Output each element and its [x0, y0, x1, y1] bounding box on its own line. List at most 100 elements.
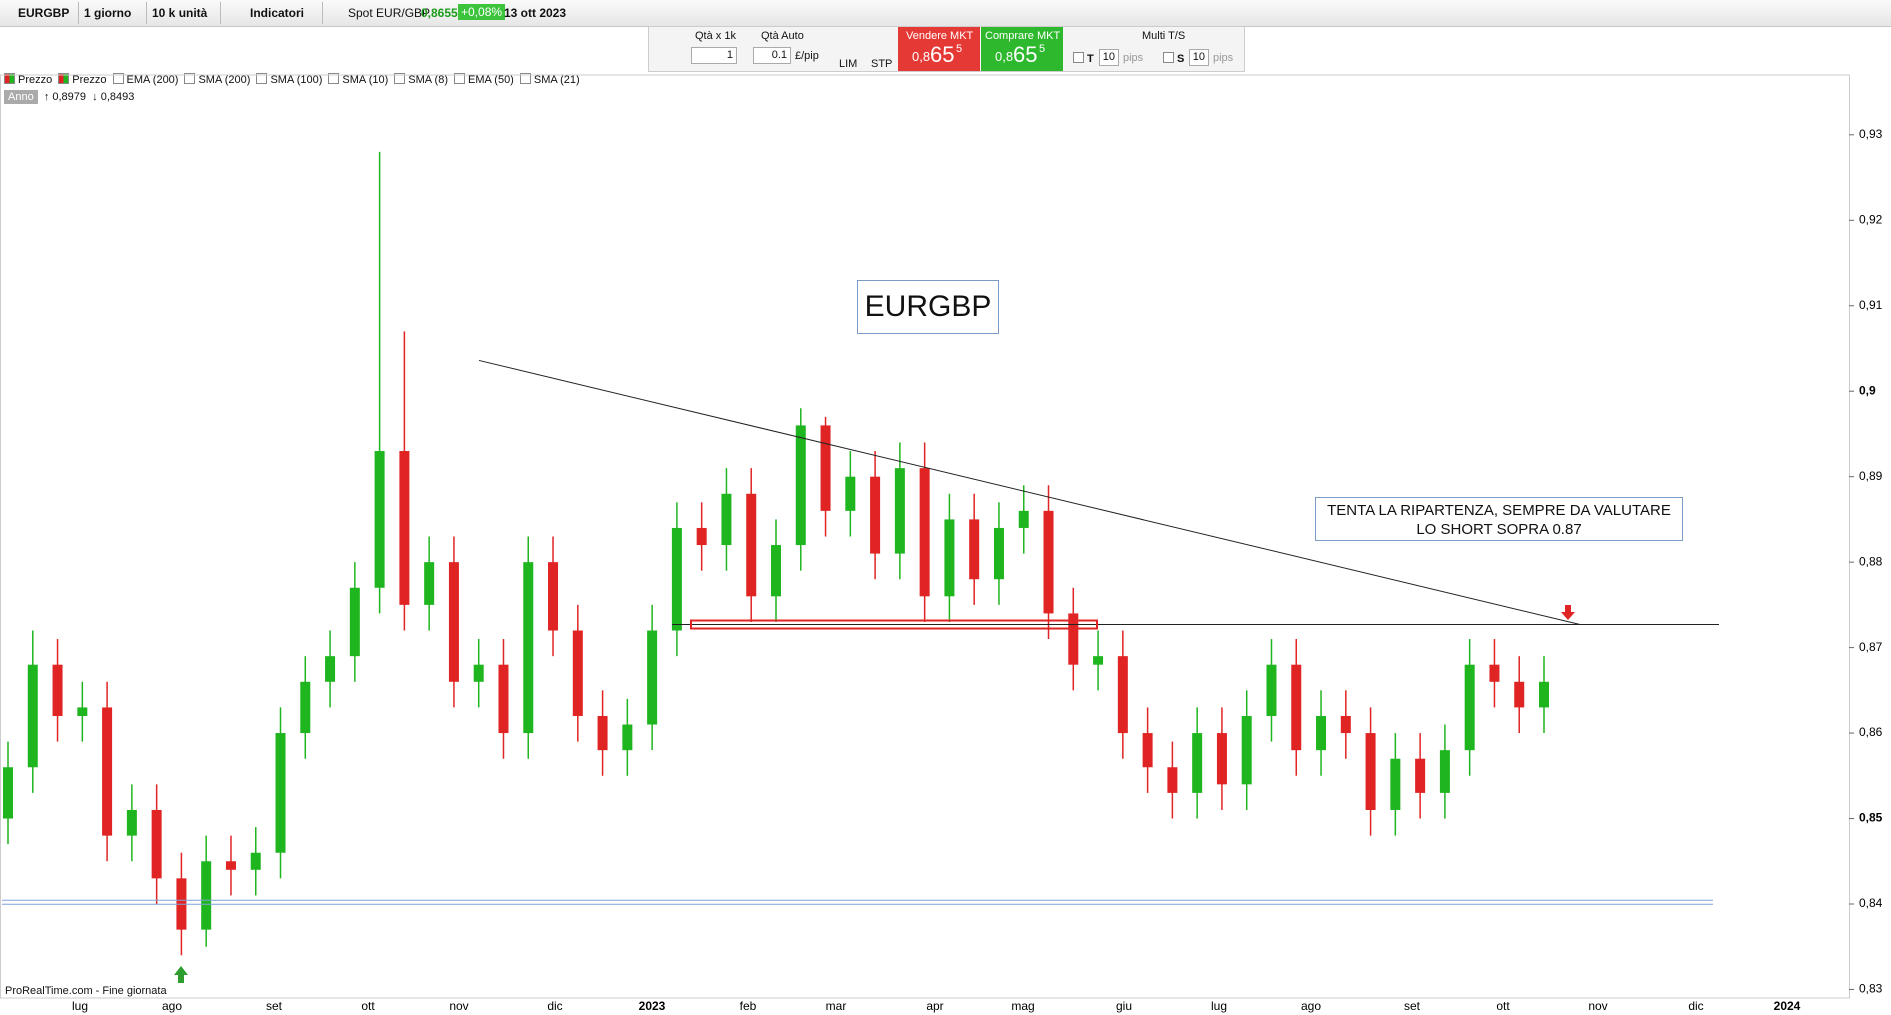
- candle-body: [424, 562, 435, 605]
- candle-body: [572, 630, 583, 716]
- candle-body: [1117, 656, 1128, 734]
- pip-unit: £/pip: [795, 50, 819, 62]
- indicator-label: EMA (50): [468, 74, 514, 86]
- indicator[interactable]: SMA (100): [256, 73, 322, 86]
- indicator[interactable]: Prezzo: [58, 73, 107, 86]
- range-high: 0,8979: [52, 91, 87, 103]
- x-tick-label: dic: [547, 999, 562, 1013]
- candle-body: [399, 451, 410, 605]
- indicator-label: Prezzo: [72, 74, 107, 86]
- candle-body: [1018, 510, 1029, 528]
- candle-body: [102, 707, 113, 836]
- auto[interactable]: Qtà Auto: [761, 30, 804, 42]
- date: 13 ott 2023: [504, 6, 567, 20]
- lim[interactable]: LIM: [839, 58, 858, 70]
- indicator-label: SMA (21): [533, 74, 580, 86]
- x-tick-label: set: [1404, 999, 1421, 1013]
- multi[interactable]: Multi T/S: [1142, 30, 1186, 42]
- x-tick-label: mag: [1011, 999, 1034, 1013]
- y-tick-label: 0,93: [1859, 127, 1883, 141]
- y-tick-label: 0,89: [1859, 469, 1883, 483]
- candle-body: [448, 562, 459, 682]
- candle-body: [647, 630, 658, 725]
- candle-body: [151, 809, 162, 879]
- stp[interactable]: STP: [871, 58, 893, 70]
- candle-body: [1439, 750, 1450, 793]
- candle-body: [1167, 767, 1178, 793]
- range-row: Anno ↑ 0,8979 ↓ 0,8493: [4, 90, 134, 104]
- candle-body: [1216, 733, 1227, 785]
- t-unit: pips: [1123, 52, 1144, 64]
- indicator-label: Prezzo: [18, 74, 53, 86]
- buy-c: 5: [1039, 43, 1046, 55]
- x-tick-label: ago: [162, 999, 182, 1013]
- sell-b: 65: [930, 42, 955, 67]
- symbol[interactable]: EURGBP: [18, 6, 70, 20]
- t[interactable]: T: [1087, 53, 1094, 65]
- arrow-up: [174, 966, 188, 983]
- candle-body: [250, 852, 261, 870]
- indicator[interactable]: SMA (8): [394, 73, 448, 86]
- candle-body: [3, 767, 13, 819]
- s[interactable]: S: [1177, 53, 1185, 65]
- x-tick-label: nov: [1588, 999, 1607, 1013]
- indicator[interactable]: EMA (50): [454, 73, 514, 86]
- buy-label: Comprare MKT: [985, 30, 1061, 42]
- y-tick-label: 0,87: [1859, 640, 1883, 654]
- t-val[interactable]: 10: [1099, 49, 1119, 66]
- y-tick-label: 0,9: [1859, 383, 1876, 397]
- sell-label: Vendere MKT: [906, 30, 974, 42]
- x-tick-label: mar: [826, 999, 847, 1013]
- candle-body: [523, 562, 534, 734]
- x-tick-label: lug: [1211, 999, 1227, 1013]
- candle-body: [993, 527, 1004, 580]
- candle-body: [771, 545, 781, 597]
- qty[interactable]: 1: [691, 47, 737, 64]
- y-tick-label: 0,88: [1859, 554, 1883, 568]
- indicator-label: SMA (100): [270, 74, 323, 86]
- s-val[interactable]: 10: [1189, 49, 1209, 66]
- candle-body: [548, 562, 559, 631]
- candle-body: [1043, 510, 1054, 614]
- indicators[interactable]: Indicatori: [250, 6, 305, 20]
- units[interactable]: 10 k unità: [152, 6, 208, 20]
- indicator[interactable]: SMA (10): [328, 73, 388, 86]
- period[interactable]: 1 giorno: [84, 6, 132, 20]
- sell-a: 0,8: [912, 49, 931, 64]
- candle-body: [498, 664, 509, 734]
- indicator[interactable]: EMA (200): [112, 73, 178, 86]
- candle-body: [1068, 613, 1079, 665]
- indicator[interactable]: SMA (200): [184, 73, 250, 86]
- change: +0,08%: [458, 4, 506, 20]
- x-tick-label: ott: [361, 999, 375, 1013]
- indicator[interactable]: Prezzo: [4, 73, 52, 86]
- candle-body: [1316, 715, 1327, 751]
- x-tick-label: ott: [1496, 999, 1510, 1013]
- indicator[interactable]: SMA (21): [519, 73, 580, 86]
- order-panel: Qtà x 1k 1 Qtà Auto 0.1 £/pip LIM STP Ve…: [648, 26, 1245, 72]
- candle-body: [1192, 733, 1203, 793]
- footer: ProRealTime.com - Fine giornata: [5, 985, 167, 997]
- candle-body: [300, 681, 311, 734]
- candle-body: [1340, 715, 1351, 734]
- x-tick-label: 2023: [639, 999, 666, 1013]
- y-tick-label: 0,91: [1859, 298, 1883, 312]
- y-tick-label: 0,85: [1859, 811, 1883, 825]
- x-tick-label: set: [266, 999, 283, 1013]
- candle-body: [845, 476, 856, 511]
- trendline: [478, 359, 1581, 626]
- candle-body: [1142, 733, 1153, 768]
- y-tick-label: 0,86: [1859, 725, 1883, 739]
- candle-body: [1514, 681, 1525, 708]
- candle-body: [1291, 664, 1302, 751]
- chart-title: EURGBP: [857, 280, 999, 334]
- candle-body: [27, 664, 38, 768]
- pip[interactable]: 0.1: [753, 47, 791, 64]
- x-tick-label: 2024: [1774, 999, 1801, 1013]
- toolbar: EURGBP 1 giorno 10 k unità Indicatori Sp…: [0, 0, 1891, 27]
- buy-button[interactable]: Comprare MKT 0,8 65 5: [981, 27, 1063, 71]
- candle-body: [820, 425, 831, 511]
- sell-button[interactable]: Vendere MKT 0,8 65 5: [898, 27, 980, 71]
- candle-body: [325, 656, 336, 682]
